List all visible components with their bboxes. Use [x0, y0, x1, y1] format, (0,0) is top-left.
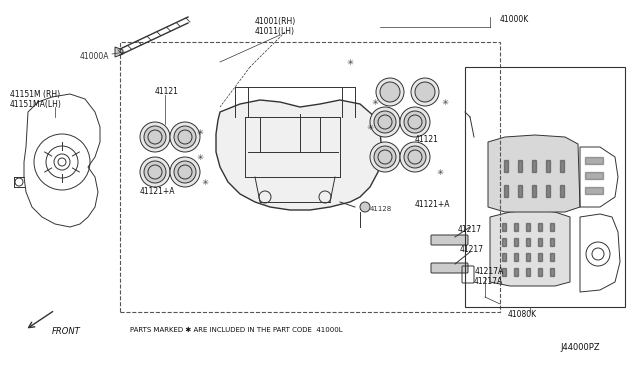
Bar: [526, 268, 530, 276]
Bar: [560, 185, 564, 197]
Text: ✳: ✳: [371, 97, 378, 106]
Text: ✳: ✳: [367, 122, 374, 131]
Text: J44000PZ: J44000PZ: [560, 343, 600, 352]
Bar: [538, 253, 542, 261]
Ellipse shape: [174, 161, 196, 183]
Bar: [504, 160, 508, 172]
Bar: [526, 238, 530, 246]
Bar: [538, 268, 542, 276]
Ellipse shape: [404, 146, 426, 168]
Bar: [514, 253, 518, 261]
FancyBboxPatch shape: [431, 235, 468, 245]
Ellipse shape: [374, 146, 396, 168]
Bar: [514, 238, 518, 246]
Text: 41217: 41217: [458, 225, 482, 234]
Bar: [526, 223, 530, 231]
Ellipse shape: [400, 142, 430, 172]
Text: ✳: ✳: [196, 153, 204, 161]
Bar: [546, 185, 550, 197]
Text: 41121: 41121: [415, 135, 439, 144]
Bar: [546, 160, 550, 172]
Text: FRONT: FRONT: [52, 327, 81, 336]
Bar: [585, 187, 603, 194]
Text: ✳: ✳: [442, 97, 449, 106]
Bar: [532, 185, 536, 197]
Bar: [120, 42, 500, 312]
Bar: [514, 223, 518, 231]
Ellipse shape: [380, 82, 400, 102]
Bar: [550, 253, 554, 261]
Text: ✳: ✳: [436, 167, 444, 176]
Bar: [465, 67, 625, 307]
Bar: [504, 185, 508, 197]
Text: 41151M (RH): 41151M (RH): [10, 90, 60, 99]
Bar: [502, 268, 506, 276]
Ellipse shape: [170, 157, 200, 187]
Text: 41121: 41121: [155, 87, 179, 96]
Ellipse shape: [400, 107, 430, 137]
Ellipse shape: [144, 161, 166, 183]
Ellipse shape: [415, 82, 435, 102]
Text: ✳: ✳: [346, 58, 353, 67]
Text: 41121+A: 41121+A: [140, 187, 175, 196]
Polygon shape: [115, 47, 123, 57]
Ellipse shape: [144, 126, 166, 148]
Text: 41080K: 41080K: [508, 310, 537, 319]
Ellipse shape: [140, 122, 170, 152]
Bar: [514, 268, 518, 276]
Bar: [585, 157, 603, 164]
Bar: [538, 223, 542, 231]
Bar: [560, 160, 564, 172]
Ellipse shape: [404, 111, 426, 133]
Ellipse shape: [374, 111, 396, 133]
Bar: [532, 160, 536, 172]
Ellipse shape: [170, 122, 200, 152]
Text: 41151MA(LH): 41151MA(LH): [10, 100, 62, 109]
Text: PARTS MARKED ✱ ARE INCLUDED IN THE PART CODE  41000L: PARTS MARKED ✱ ARE INCLUDED IN THE PART …: [130, 327, 342, 333]
PathPatch shape: [488, 135, 580, 212]
Bar: [550, 223, 554, 231]
Bar: [502, 253, 506, 261]
Bar: [526, 253, 530, 261]
Text: 41000A: 41000A: [80, 51, 109, 61]
Text: 41128: 41128: [370, 206, 392, 212]
Bar: [585, 172, 603, 179]
Ellipse shape: [370, 107, 400, 137]
Bar: [502, 223, 506, 231]
Circle shape: [360, 202, 370, 212]
Text: 41000K: 41000K: [500, 15, 529, 24]
Bar: [518, 160, 522, 172]
FancyBboxPatch shape: [431, 263, 468, 273]
Bar: [538, 238, 542, 246]
Ellipse shape: [376, 78, 404, 106]
Bar: [550, 238, 554, 246]
Ellipse shape: [174, 126, 196, 148]
PathPatch shape: [216, 100, 382, 210]
Text: 41011(LH): 41011(LH): [255, 27, 295, 36]
Text: ✳: ✳: [196, 128, 204, 137]
Text: 41001(RH): 41001(RH): [255, 17, 296, 26]
Bar: [502, 238, 506, 246]
Bar: [550, 268, 554, 276]
Text: 41217A: 41217A: [474, 277, 503, 286]
Bar: [518, 185, 522, 197]
Ellipse shape: [370, 142, 400, 172]
Ellipse shape: [411, 78, 439, 106]
Text: 41217: 41217: [460, 245, 484, 254]
Text: 41217A: 41217A: [475, 267, 504, 276]
PathPatch shape: [490, 210, 570, 286]
Text: ✳: ✳: [202, 177, 209, 186]
Text: 41121+A: 41121+A: [415, 200, 451, 209]
Ellipse shape: [140, 157, 170, 187]
